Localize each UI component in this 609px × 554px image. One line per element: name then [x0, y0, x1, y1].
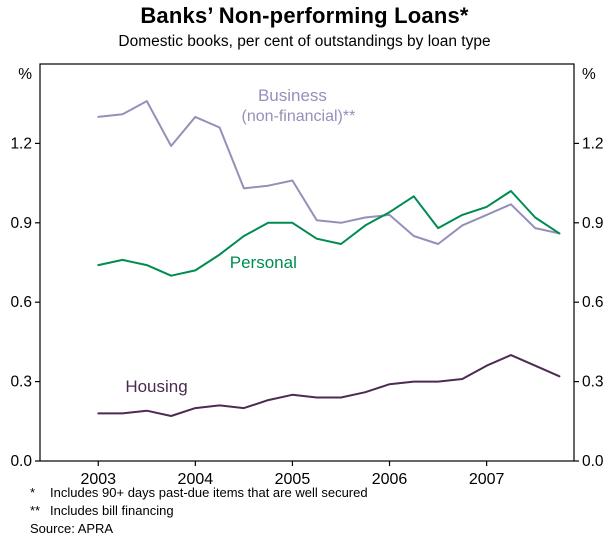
x-tick-label: 2006 [372, 471, 408, 488]
x-tick-label: 2005 [275, 471, 311, 488]
series-label-housing: Housing [125, 377, 187, 396]
y-tick-label-right: 1.2 [582, 135, 604, 152]
footnotes: * Includes 90+ days past-due items that … [30, 484, 368, 538]
x-tick-label: 2004 [178, 471, 214, 488]
y-tick-label-left: 0.6 [10, 294, 32, 311]
x-tick-label: 2003 [80, 471, 116, 488]
footnote-2-marker: ** [30, 503, 41, 518]
series-sublabel-business: (non-financial)** [242, 108, 356, 125]
unit-label-left: % [18, 66, 32, 83]
chart-subtitle: Domestic books, per cent of outstandings… [118, 33, 491, 50]
y-tick-label-right: 0.3 [582, 374, 604, 391]
line-chart-canvas: 0.0 0.0 0.3 0.3 0.6 0.6 0.9 0.9 1.2 1.2% % 2003 2004… [10, 63, 604, 488]
series-line-personal [97, 190, 561, 277]
plot-frame [39, 63, 575, 462]
series-line-housing [97, 354, 561, 417]
y-tick-label-right: 0.9 [582, 215, 604, 232]
y-tick-label-left: 1.2 [10, 135, 32, 152]
series-label-business: Business [258, 86, 327, 105]
y-tick-label-left: 0.0 [10, 453, 32, 470]
series-label-personal: Personal [230, 253, 297, 272]
footnote-1-text: Includes 90+ days past-due items that ar… [50, 485, 368, 500]
y-tick-label-left: 0.9 [10, 215, 32, 232]
y-tick-label-right: 0.0 [582, 453, 604, 470]
chart-title: Banks’ Non-performing Loans* [140, 3, 469, 28]
series-line-business [97, 100, 561, 245]
unit-label-right: % [582, 66, 596, 83]
footnote-2: ** Includes bill financing [30, 502, 368, 520]
source-line: Source: APRA [30, 521, 114, 536]
y-tick-label-left: 0.3 [10, 374, 32, 391]
y-tick-label-right: 0.6 [582, 294, 604, 311]
footnote-1: * Includes 90+ days past-due items that … [30, 484, 368, 502]
x-tick-label: 2007 [469, 471, 505, 488]
footnote-2-text: Includes bill financing [50, 503, 174, 518]
footnote-1-marker: * [30, 485, 36, 500]
